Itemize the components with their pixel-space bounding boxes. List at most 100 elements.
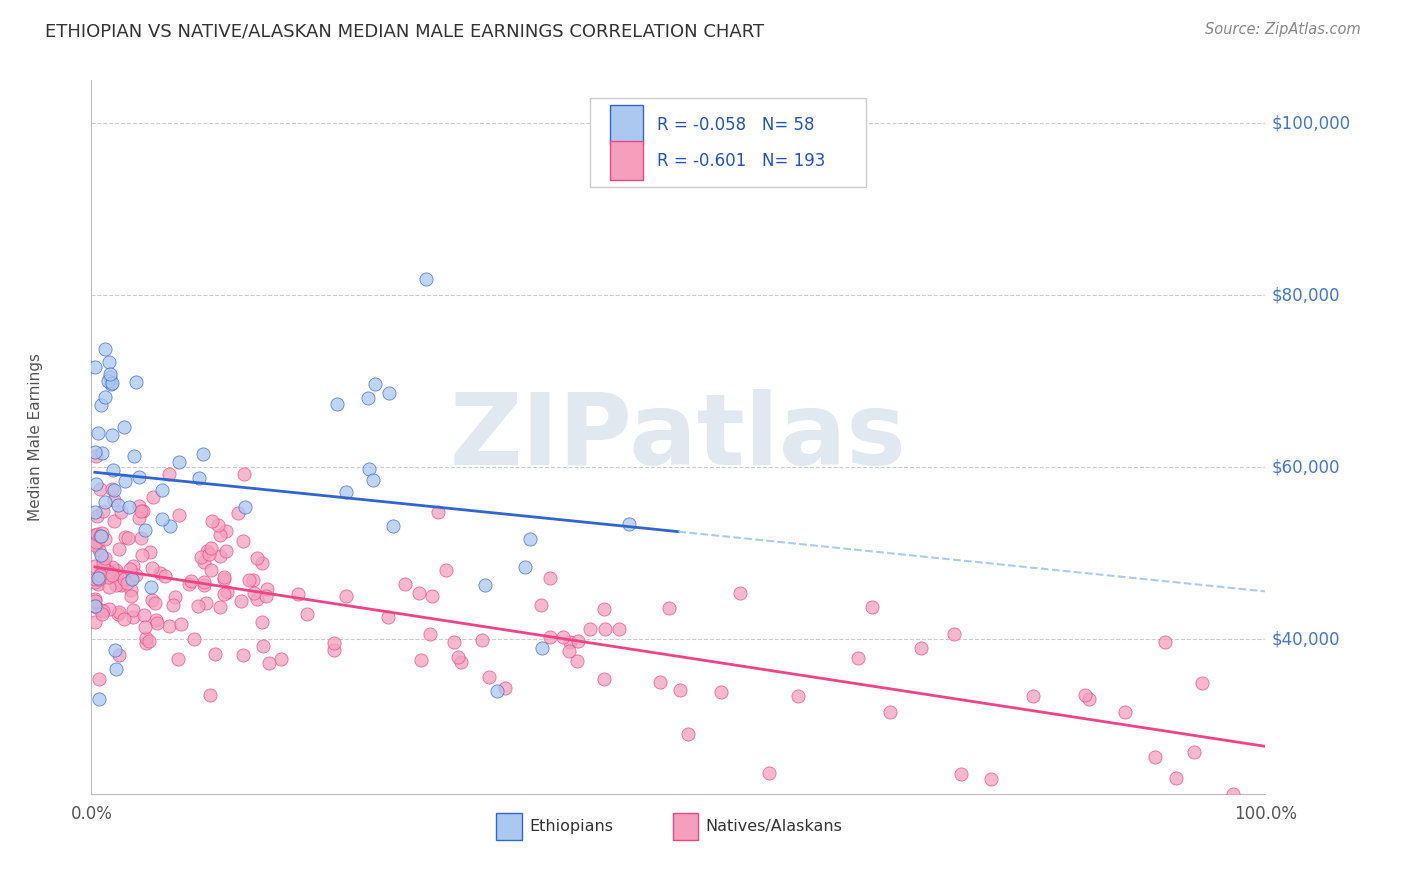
Text: ETHIOPIAN VS NATIVE/ALASKAN MEDIAN MALE EARNINGS CORRELATION CHART: ETHIOPIAN VS NATIVE/ALASKAN MEDIAN MALE … <box>45 22 763 40</box>
Point <box>105 566 128 580</box>
Point <box>132 607 155 622</box>
Point <box>200 541 222 555</box>
FancyBboxPatch shape <box>610 105 643 145</box>
Point <box>257 657 280 671</box>
Point <box>132 504 155 518</box>
Point <box>980 772 1002 786</box>
Point <box>235 500 257 514</box>
Point <box>593 672 616 686</box>
Point <box>110 505 132 519</box>
Point <box>134 620 156 634</box>
Point <box>128 499 150 513</box>
Point <box>758 766 780 780</box>
Point <box>208 600 231 615</box>
Point <box>200 563 222 577</box>
Point <box>565 654 588 668</box>
Point <box>139 545 162 559</box>
Point <box>107 605 129 619</box>
Point <box>193 575 215 590</box>
Point <box>87 572 110 586</box>
Point <box>1077 691 1099 706</box>
Point <box>848 650 870 665</box>
Point <box>879 706 901 720</box>
Point <box>212 586 235 600</box>
Text: R = -0.601   N= 193: R = -0.601 N= 193 <box>657 152 825 169</box>
Point <box>110 577 132 591</box>
Point <box>617 516 640 531</box>
Point <box>254 589 277 603</box>
Point <box>167 652 190 666</box>
Point <box>84 598 107 612</box>
Point <box>121 573 143 587</box>
Text: Natives/Alaskans: Natives/Alaskans <box>706 819 842 834</box>
Point <box>409 652 432 666</box>
Point <box>94 551 117 566</box>
Point <box>226 507 249 521</box>
Point <box>377 609 399 624</box>
Point <box>215 543 238 558</box>
Point <box>100 370 122 384</box>
Point <box>112 612 135 626</box>
Point <box>209 549 232 563</box>
Point <box>242 586 264 600</box>
Point <box>658 600 681 615</box>
Point <box>91 556 114 570</box>
Point <box>91 550 114 565</box>
Point <box>357 391 380 405</box>
Point <box>100 376 122 391</box>
Point <box>910 640 932 655</box>
Point <box>180 574 202 588</box>
Point <box>135 631 157 645</box>
Point <box>84 574 107 589</box>
Text: $80,000: $80,000 <box>1271 286 1340 304</box>
Point <box>142 490 165 504</box>
Point <box>443 635 465 649</box>
Point <box>103 514 125 528</box>
Point <box>129 531 152 545</box>
Point <box>94 391 117 405</box>
Point <box>100 376 122 391</box>
Point <box>84 572 107 586</box>
Point <box>1022 690 1045 704</box>
Point <box>114 572 136 586</box>
Point <box>84 538 107 552</box>
Point <box>139 581 162 595</box>
Point <box>110 577 132 591</box>
Point <box>94 342 117 356</box>
Point <box>141 592 163 607</box>
Point <box>84 449 107 463</box>
Point <box>860 600 883 615</box>
Point <box>270 652 292 666</box>
Point <box>163 590 186 604</box>
Point <box>728 586 751 600</box>
Point <box>335 589 357 603</box>
Point <box>93 560 115 574</box>
Point <box>250 615 273 630</box>
Point <box>97 565 120 579</box>
Point <box>1114 705 1136 719</box>
Point <box>157 467 180 482</box>
Point <box>212 569 235 583</box>
Point <box>89 529 111 543</box>
Point <box>84 528 107 542</box>
Point <box>118 562 141 576</box>
Point <box>198 688 221 702</box>
Point <box>112 419 135 434</box>
Point <box>89 543 111 558</box>
Point <box>121 589 143 603</box>
Point <box>187 599 209 614</box>
Point <box>183 632 205 646</box>
Point <box>91 604 114 618</box>
Point <box>215 585 238 599</box>
Point <box>108 541 131 556</box>
Point <box>668 682 690 697</box>
Point <box>93 533 115 547</box>
Point <box>471 632 494 647</box>
Point <box>104 642 127 657</box>
Point <box>129 504 152 518</box>
Point <box>193 447 215 461</box>
Text: R = -0.058   N= 58: R = -0.058 N= 58 <box>657 116 814 134</box>
Point <box>201 514 224 528</box>
Point <box>90 603 112 617</box>
Point <box>89 567 111 582</box>
